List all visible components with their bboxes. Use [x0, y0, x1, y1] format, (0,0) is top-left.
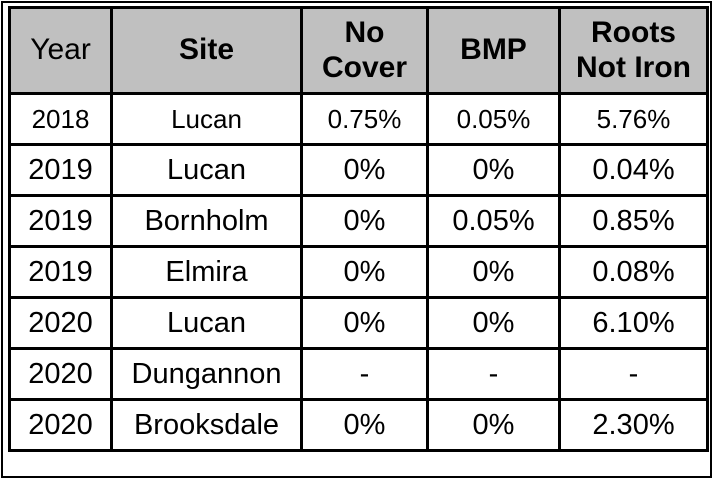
column-header-site: Site [110, 6, 303, 95]
table-header-row: Year Site No Cover BMP Roots Not Iron [8, 6, 709, 95]
cell-site: Lucan [110, 92, 303, 146]
cell-year: 2020 [8, 347, 113, 401]
cell-no-cover: 0% [300, 296, 429, 350]
cell-no-cover: 0.75% [300, 92, 429, 146]
cell-year: 2019 [8, 143, 113, 197]
cell-year: 2018 [8, 92, 113, 146]
cell-roots-not-iron: 2.30% [558, 398, 709, 452]
cell-year: 2020 [8, 296, 113, 350]
cell-roots-not-iron: 5.76% [558, 92, 709, 146]
cell-bmp: 0% [426, 296, 561, 350]
cell-no-cover: 0% [300, 143, 429, 197]
column-header-bmp: BMP [426, 6, 561, 95]
cell-bmp: 0.05% [426, 92, 561, 146]
cell-roots-not-iron: 0.08% [558, 245, 709, 299]
table-row: 2020 Dungannon - - - [8, 347, 709, 401]
cell-bmp: - [426, 347, 561, 401]
column-header-no-cover: No Cover [300, 6, 429, 95]
cell-roots-not-iron: 6.10% [558, 296, 709, 350]
cell-site: Elmira [110, 245, 303, 299]
cell-no-cover: 0% [300, 194, 429, 248]
cell-bmp: 0% [426, 245, 561, 299]
cell-site: Lucan [110, 143, 303, 197]
cell-roots-not-iron: 0.85% [558, 194, 709, 248]
table-row: 2020 Brooksdale 0% 0% 2.30% [8, 398, 709, 452]
cell-bmp: 0.05% [426, 194, 561, 248]
cell-bmp: 0% [426, 398, 561, 452]
cell-no-cover: - [300, 347, 429, 401]
column-header-roots-not-iron: Roots Not Iron [558, 6, 709, 95]
cell-roots-not-iron: - [558, 347, 709, 401]
cell-year: 2019 [8, 194, 113, 248]
table-row: 2019 Lucan 0% 0% 0.04% [8, 143, 709, 197]
cell-site: Bornholm [110, 194, 303, 248]
cell-no-cover: 0% [300, 398, 429, 452]
cell-site: Dungannon [110, 347, 303, 401]
cell-roots-not-iron: 0.04% [558, 143, 709, 197]
table-row: 2019 Elmira 0% 0% 0.08% [8, 245, 709, 299]
table-row: 2019 Bornholm 0% 0.05% 0.85% [8, 194, 709, 248]
cell-year: 2020 [8, 398, 113, 452]
table-row: 2020 Lucan 0% 0% 6.10% [8, 296, 709, 350]
results-table: Year Site No Cover BMP Roots Not Iron 20… [8, 6, 709, 452]
cell-bmp: 0% [426, 143, 561, 197]
cell-no-cover: 0% [300, 245, 429, 299]
cell-year: 2019 [8, 245, 113, 299]
table-row: 2018 Lucan 0.75% 0.05% 5.76% [8, 92, 709, 146]
cell-site: Lucan [110, 296, 303, 350]
cell-site: Brooksdale [110, 398, 303, 452]
column-header-year: Year [8, 6, 113, 95]
